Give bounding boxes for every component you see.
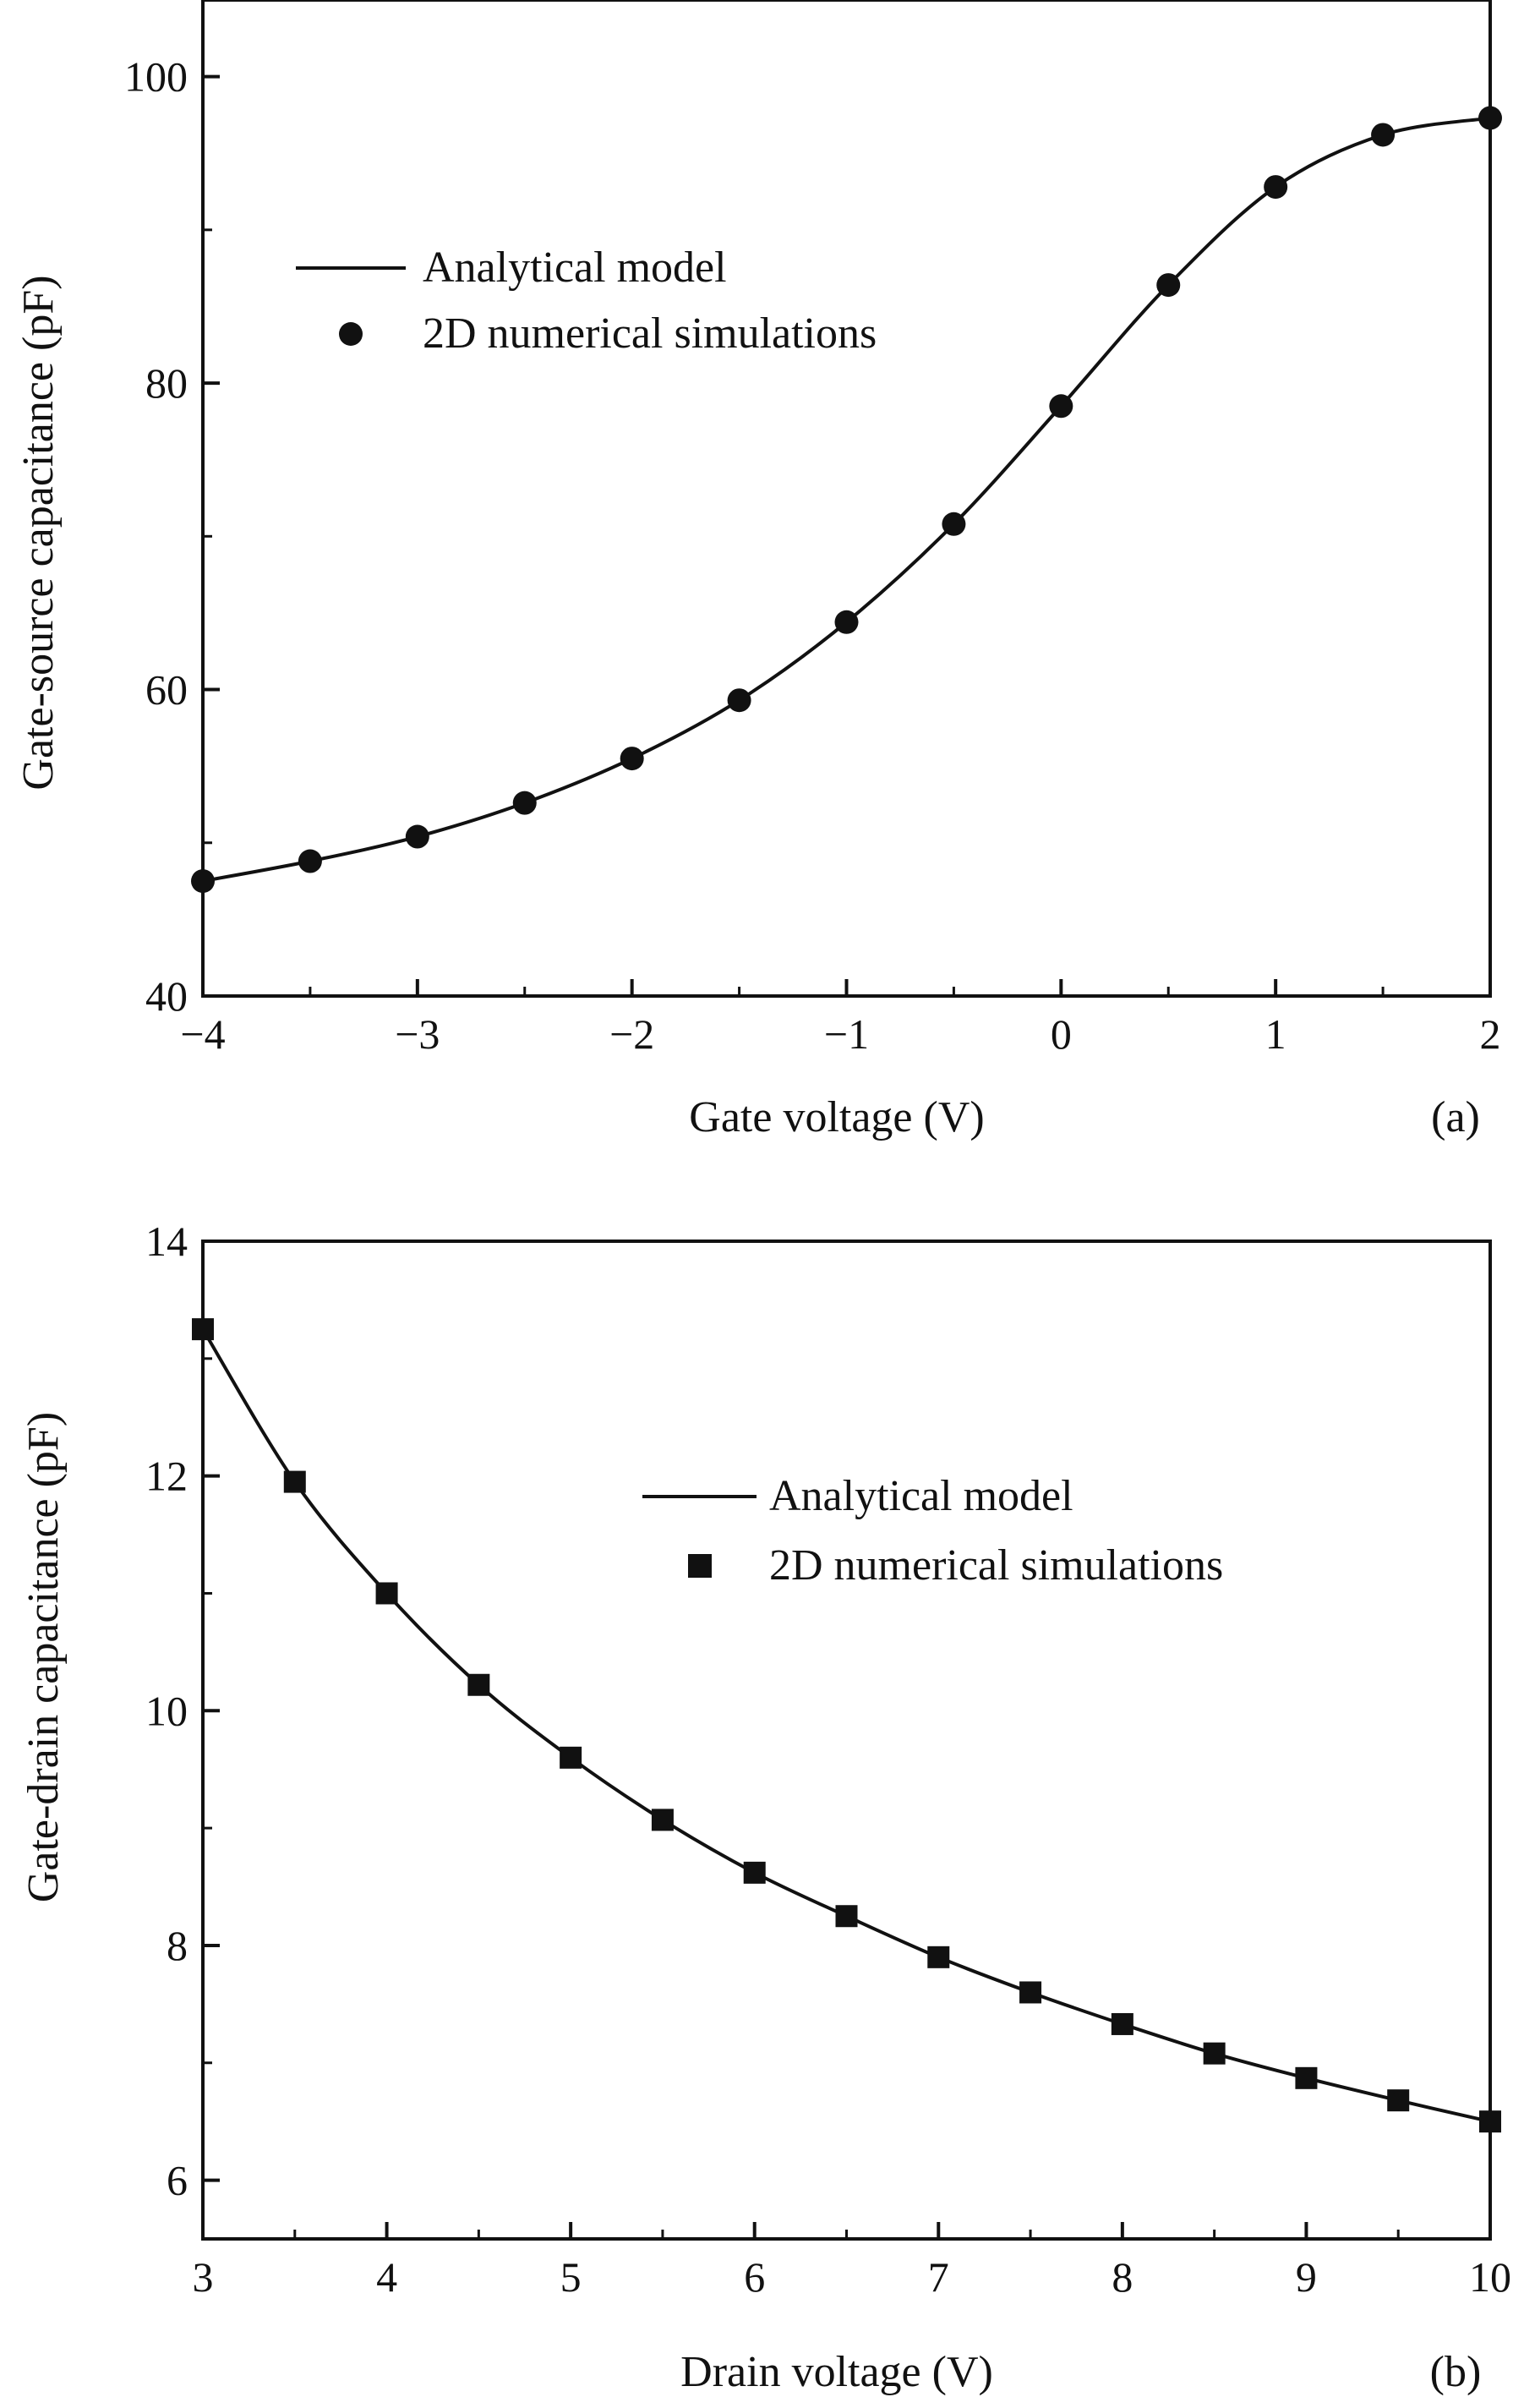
panel-a-simulation-point [1049, 394, 1073, 419]
panel-a-plot-area: −4 −3 −2 −1 0 1 2 40 60 80 100 [124, 0, 1502, 1058]
panel-b-x-tick-label: 4 [376, 2253, 397, 2301]
panel-a-label: (a) [1431, 1093, 1480, 1141]
panel-a-y-tick-label: 80 [145, 359, 188, 407]
panel-a-legend-marker-sample [339, 322, 363, 346]
panel-a-simulation-point [1371, 123, 1396, 147]
panel-b-legend-marker-label: 2D numerical simulations [769, 1541, 1223, 1590]
panel-a-y-tick-label: 60 [145, 666, 188, 714]
panel-b-y-tick-label: 6 [167, 2157, 188, 2204]
panel-a-simulation-point [834, 610, 859, 634]
panel-b-simulation-point [560, 1746, 582, 1769]
panel-b-x-tick-label: 8 [1112, 2253, 1133, 2301]
panel-a-simulation-point [1478, 106, 1502, 130]
panel-a-simulation-point [512, 791, 537, 815]
panel-b-x-tick-label: 3 [193, 2253, 214, 2301]
panel-b-simulation-point [1019, 1981, 1042, 2004]
panel-b-simulation-point [375, 1582, 398, 1605]
panel-a-legend-line-label: Analytical model [423, 244, 727, 292]
panel-b-x-tick-label: 6 [744, 2253, 765, 2301]
panel-b-simulation-point [1479, 2110, 1501, 2133]
panel-b-y-tick-label: 10 [145, 1687, 188, 1734]
panel-a-simulation-point [191, 869, 215, 894]
panel-a-legend-marker-label: 2D numerical simulations [423, 309, 877, 358]
panel-b-x-tick-label: 10 [1469, 2253, 1511, 2301]
panel-b-x-axis-title: Drain voltage (V) [680, 2348, 993, 2396]
panel-a-simulation-point [942, 512, 966, 536]
panel-b-x-tick-label: 9 [1296, 2253, 1317, 2301]
panel-b-chart: 3 4 5 6 7 8 9 10 6 8 10 12 14 Gate-drain capacitance… [19, 1218, 1511, 2396]
panel-a-legend: Analytical model 2D numerical simulation… [296, 244, 877, 358]
panel-b-simulation-point [1203, 2042, 1226, 2065]
panel-b-x-tick-label: 7 [928, 2253, 949, 2301]
panel-b-simulation-point [835, 1905, 858, 1928]
panel-a-simulation-point [727, 688, 751, 713]
panel-b-simulation-point [283, 1470, 306, 1493]
panel-b-simulation-point [1295, 2066, 1318, 2089]
panel-a-simulation-point [620, 747, 644, 771]
panel-a-simulation-point [1264, 175, 1288, 200]
panel-a-x-tick-label: 2 [1480, 1010, 1501, 1058]
panel-b-x-tick-label: 5 [560, 2253, 582, 2301]
panel-a-y-tick-label: 40 [145, 972, 188, 1020]
panel-b-simulation-point [927, 1946, 950, 1968]
panel-a-simulation-point [405, 824, 429, 849]
panel-a-x-tick-label: −1 [824, 1010, 869, 1058]
panel-b-y-axis-title: Gate-drain capacitance (pF) [19, 1412, 68, 1902]
panel-b-simulation-point [743, 1861, 766, 1884]
panel-a-x-tick-label: −3 [395, 1010, 440, 1058]
panel-b-simulation-point [1387, 2089, 1410, 2112]
panel-a-simulation-point [298, 849, 322, 873]
panel-a-x-tick-label: −2 [609, 1010, 654, 1058]
panel-b-y-tick-label: 14 [145, 1218, 188, 1265]
panel-b-y-tick-label: 12 [145, 1453, 188, 1500]
panel-a-simulation-point [1156, 273, 1181, 298]
panel-b-legend: Analytical model 2D numerical simulation… [642, 1472, 1223, 1590]
panel-b-simulation-point [467, 1673, 490, 1696]
panel-a-x-tick-label: 0 [1051, 1010, 1072, 1058]
panel-a-x-axis-title: Gate voltage (V) [689, 1093, 984, 1141]
panel-a-x-tick-label: 1 [1265, 1010, 1286, 1058]
panel-a-chart: −4 −3 −2 −1 0 1 2 40 60 80 100 Gate-source capacit… [14, 0, 1502, 1141]
panel-b-simulation-point [651, 1809, 674, 1831]
panel-b-legend-marker-sample [688, 1554, 712, 1578]
panel-b-simulation-point [192, 1318, 214, 1341]
panel-b-legend-line-label: Analytical model [769, 1472, 1073, 1520]
panel-b-label: (b) [1430, 2348, 1482, 2396]
panel-a-y-axis-title: Gate-source capacitance (pF) [14, 275, 63, 790]
panel-b-y-tick-label: 8 [167, 1922, 188, 1969]
panel-a-x-tick-label: −4 [180, 1010, 225, 1058]
panel-b-plot-area: 3 4 5 6 7 8 9 10 6 8 10 12 14 [145, 1218, 1511, 2301]
panel-b-simulation-point [1111, 2012, 1133, 2035]
panel-a-y-tick-label: 100 [124, 53, 188, 101]
